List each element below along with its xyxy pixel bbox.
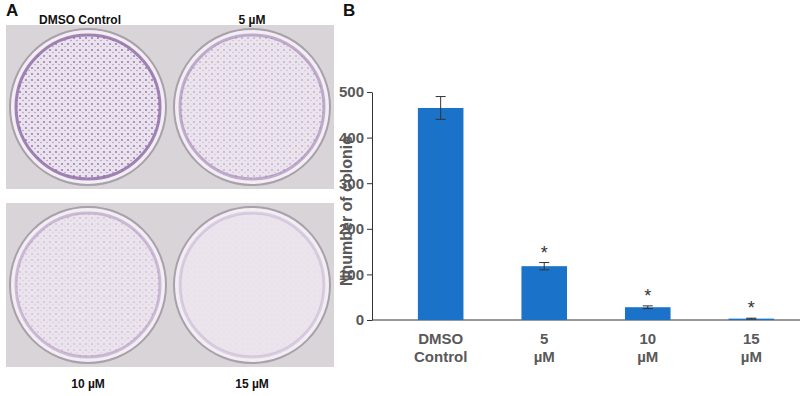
panel-label: B xyxy=(343,1,355,20)
dish-photo xyxy=(170,25,334,189)
y-tick-mark xyxy=(367,92,372,93)
photo-background xyxy=(170,203,334,367)
y-tick-mark xyxy=(367,183,372,184)
dish-well xyxy=(180,35,324,179)
bar xyxy=(625,307,671,320)
y-tick-label: 0 xyxy=(356,311,364,328)
x-tick: 10µM xyxy=(637,320,658,365)
dish-well xyxy=(16,35,160,179)
dish-rim xyxy=(174,207,330,363)
y-tick-mark xyxy=(367,138,372,139)
photo-background xyxy=(170,25,334,189)
y-tick: 500 xyxy=(339,83,372,100)
x-tick: 5µM xyxy=(534,320,555,365)
annotation: * xyxy=(644,286,651,306)
x-tick-label: 15µM xyxy=(741,330,762,365)
panel-label: A xyxy=(6,1,18,20)
error-bar xyxy=(539,263,549,270)
annotation: * xyxy=(541,243,548,263)
x-tick: 15µM xyxy=(741,320,762,365)
x-tick: DMSOControl xyxy=(414,320,467,365)
dish-photo xyxy=(6,25,170,189)
photo-label: 10 µM xyxy=(71,377,105,391)
y-tick-mark xyxy=(367,320,372,321)
y-tick-mark xyxy=(367,274,372,275)
x-tick-label: 10µM xyxy=(637,330,658,365)
annotation: * xyxy=(748,298,755,318)
error-bar xyxy=(436,97,446,120)
y-axis-line xyxy=(372,93,373,321)
bar xyxy=(729,319,775,320)
x-tick-label: DMSOControl xyxy=(414,330,467,365)
y-tick: 0 xyxy=(356,311,372,328)
bar xyxy=(521,266,567,320)
dish-photo xyxy=(170,203,334,367)
photo-label: DMSO Control xyxy=(39,13,121,27)
plot-area xyxy=(418,97,774,320)
photo-background xyxy=(6,25,170,189)
photo-background xyxy=(6,203,170,367)
y-axis: 0100200300400500 xyxy=(339,83,373,328)
dish-well xyxy=(16,213,160,357)
bar xyxy=(418,108,464,320)
y-tick-label: 500 xyxy=(339,83,364,100)
dish-rim xyxy=(10,29,166,185)
figure: ABDMSO Control5 µM10 µM15 µM010020030040… xyxy=(0,0,803,396)
x-tick-label: 5µM xyxy=(534,330,555,365)
error-bar xyxy=(643,306,653,309)
y-tick-mark xyxy=(367,229,372,230)
dish-rim xyxy=(174,29,330,185)
photo-label: 5 µM xyxy=(239,13,266,27)
dish-well xyxy=(180,213,324,357)
photo-label: 15 µM xyxy=(235,377,269,391)
dish-photo xyxy=(6,203,170,367)
dish-rim xyxy=(10,207,166,363)
x-axis: DMSOControl 5µM 10µM 15µM xyxy=(372,320,800,365)
y-axis-title: Nnumber of colonie xyxy=(338,136,355,286)
